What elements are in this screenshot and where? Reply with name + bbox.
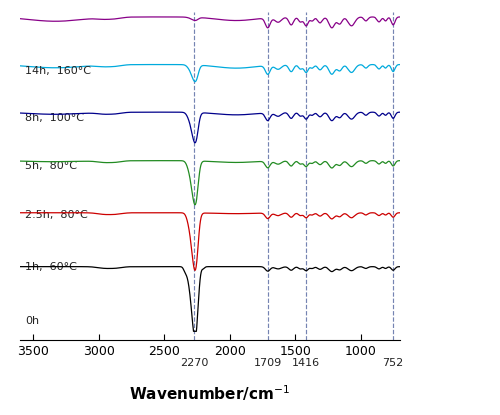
Text: 5h,  80°C: 5h, 80°C <box>25 161 77 171</box>
Text: 752: 752 <box>382 358 404 368</box>
Text: 1709: 1709 <box>254 358 282 368</box>
Text: 8h,  100°C: 8h, 100°C <box>25 113 84 123</box>
Text: 2.5h,  80°C: 2.5h, 80°C <box>25 210 88 220</box>
Text: 0h: 0h <box>25 315 40 325</box>
Text: 1416: 1416 <box>292 358 320 368</box>
Text: 2270: 2270 <box>180 358 208 368</box>
Text: 14h,  160°C: 14h, 160°C <box>25 66 91 76</box>
X-axis label: Wavenumber/cm$^{-1}$: Wavenumber/cm$^{-1}$ <box>130 383 290 403</box>
Text: 1h,  60°C: 1h, 60°C <box>25 261 77 272</box>
